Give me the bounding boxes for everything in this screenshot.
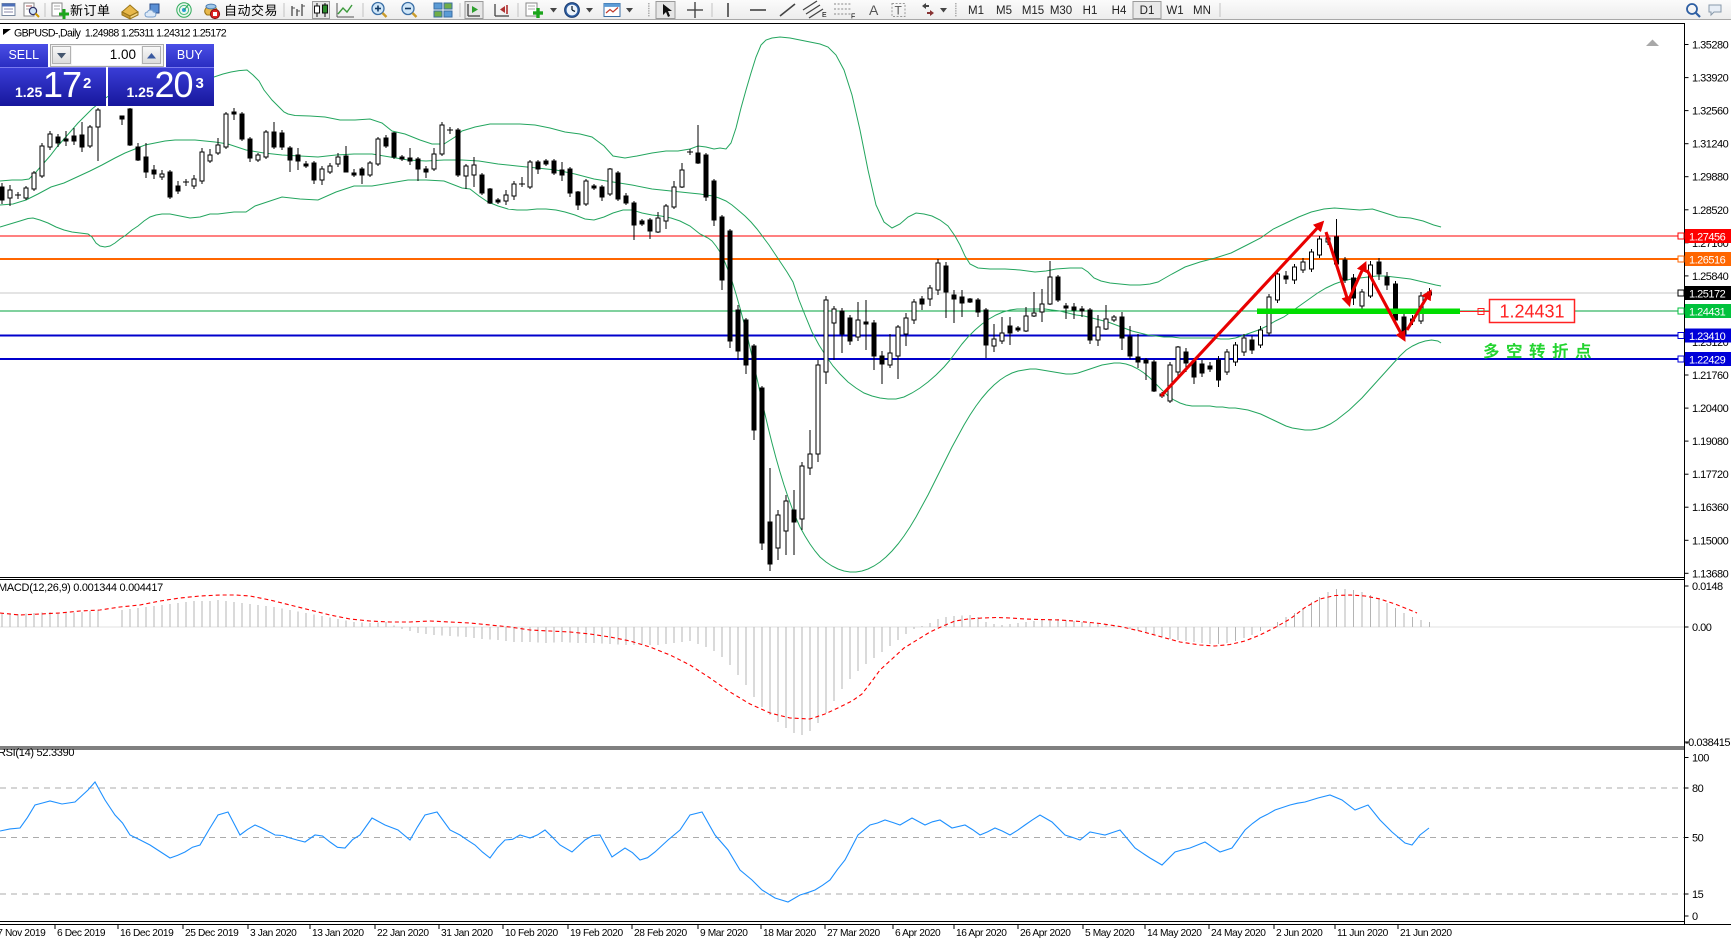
svg-text:50: 50 [1692,833,1704,845]
svg-text:1.17720: 1.17720 [1692,469,1729,481]
svg-text:6 Apr 2020: 6 Apr 2020 [895,928,941,939]
svg-text:16 Dec 2019: 16 Dec 2019 [120,928,174,939]
svg-text:1.23410: 1.23410 [1689,331,1726,343]
svg-text:22 Jan 2020: 22 Jan 2020 [377,928,429,939]
svg-text:M30: M30 [1050,5,1072,17]
svg-text:0.00: 0.00 [1692,622,1712,634]
svg-text:1.25172: 1.25172 [1689,289,1726,301]
svg-text:M5: M5 [996,5,1012,17]
svg-text:1.13680: 1.13680 [1692,568,1729,580]
svg-text:1.21760: 1.21760 [1692,370,1729,382]
svg-text:13 Jan 2020: 13 Jan 2020 [312,928,364,939]
svg-text:1.24431: 1.24431 [1499,302,1564,322]
svg-text:80: 80 [1692,783,1704,795]
svg-text:1.15000: 1.15000 [1692,535,1729,547]
svg-text:1.16360: 1.16360 [1692,502,1729,514]
svg-text:1.25840: 1.25840 [1692,271,1729,283]
svg-text:RSI(14) 52.3390: RSI(14) 52.3390 [0,747,74,759]
svg-text:D1: D1 [1140,5,1155,17]
svg-text:H1: H1 [1083,5,1098,17]
svg-text:H4: H4 [1112,5,1127,17]
svg-text:27 Nov 2019: 27 Nov 2019 [0,928,46,939]
svg-text:21 Jun 2020: 21 Jun 2020 [1400,928,1452,939]
svg-text:1.19080: 1.19080 [1692,436,1729,448]
svg-text:1.20400: 1.20400 [1692,403,1729,415]
svg-text:27 Mar 2020: 27 Mar 2020 [827,928,881,939]
svg-text:MN: MN [1193,5,1211,17]
svg-text:14 May 2020: 14 May 2020 [1147,928,1202,939]
svg-text:A: A [869,2,879,18]
svg-text:19 Feb 2020: 19 Feb 2020 [570,928,624,939]
svg-text:3 Jan 2020: 3 Jan 2020 [250,928,297,939]
svg-text:W1: W1 [1166,5,1183,17]
svg-text:5 May 2020: 5 May 2020 [1085,928,1135,939]
svg-text:1.28520: 1.28520 [1692,205,1729,217]
svg-text:31 Jan 2020: 31 Jan 2020 [441,928,493,939]
svg-text:24 May 2020: 24 May 2020 [1211,928,1266,939]
svg-text:E: E [822,12,827,19]
svg-text:16 Apr 2020: 16 Apr 2020 [956,928,1007,939]
svg-text:1.27456: 1.27456 [1689,232,1726,244]
svg-text:1.24431: 1.24431 [1689,307,1726,319]
svg-text:0.0148: 0.0148 [1692,581,1723,593]
svg-text:MACD(12,26,9) 0.001344 0.00441: MACD(12,26,9) 0.001344 0.004417 [0,582,163,594]
svg-text:1.31240: 1.31240 [1692,139,1729,151]
svg-text:28 Feb 2020: 28 Feb 2020 [634,928,688,939]
svg-text:F: F [851,14,855,21]
svg-text:1.26516: 1.26516 [1689,255,1726,267]
svg-text:-0.038415: -0.038415 [1685,737,1730,749]
svg-text:18 Mar 2020: 18 Mar 2020 [763,928,817,939]
svg-text:25 Dec 2019: 25 Dec 2019 [185,928,239,939]
svg-text:1.32560: 1.32560 [1692,106,1729,118]
svg-text:M1: M1 [968,5,984,17]
svg-text:26 Apr 2020: 26 Apr 2020 [1020,928,1071,939]
svg-text:M15: M15 [1022,5,1044,17]
svg-text:10 Feb 2020: 10 Feb 2020 [505,928,559,939]
svg-text:11 Jun 2020: 11 Jun 2020 [1337,928,1389,939]
svg-text:9 Mar 2020: 9 Mar 2020 [700,928,748,939]
svg-text:6 Dec 2019: 6 Dec 2019 [57,928,106,939]
svg-text:1.22429: 1.22429 [1689,355,1726,367]
svg-text:0: 0 [1692,911,1698,923]
svg-text:1.29880: 1.29880 [1692,172,1729,184]
svg-text:GBPUSD-,Daily 1.24988 1.25311: GBPUSD-,Daily 1.24988 1.25311 1.24312 1.… [14,28,227,40]
svg-text:1.33920: 1.33920 [1692,73,1729,85]
svg-text:T: T [895,4,903,18]
svg-text:2 Jun 2020: 2 Jun 2020 [1276,928,1323,939]
svg-text:1.35280: 1.35280 [1692,40,1729,52]
svg-text:15: 15 [1692,889,1704,901]
svg-text:100: 100 [1692,753,1709,765]
